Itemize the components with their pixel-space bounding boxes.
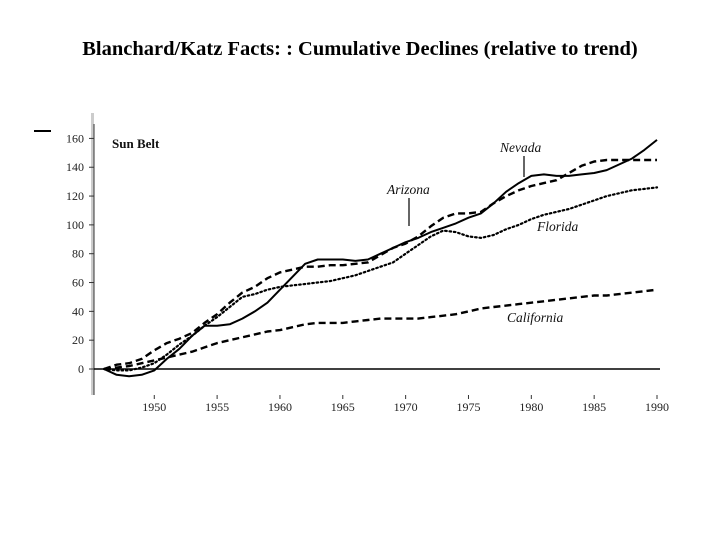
y-tick-label: 40	[72, 304, 84, 318]
series-line-arizona	[103, 158, 657, 371]
slide-title: Blanchard/Katz Facts: : Cumulative Decli…	[82, 38, 638, 60]
x-tick-label: 1965	[331, 400, 355, 414]
x-tick-label: 1975	[456, 400, 480, 414]
y-tick-label: 80	[72, 247, 84, 261]
x-tick-label: 1970	[394, 400, 418, 414]
y-tick-label: 160	[66, 131, 84, 145]
label-florida: Florida	[536, 219, 579, 234]
x-tick-label: 1990	[645, 400, 669, 414]
series-line-nevada	[103, 139, 658, 378]
y-tick-label: 20	[72, 333, 84, 347]
series-line-florida	[102, 186, 659, 372]
x-axis-ticks: 1950 1955 1960 1965 1970 1975 1980 1985 1990	[142, 395, 669, 414]
label-arizona: Arizona	[386, 182, 430, 197]
x-tick-label: 1980	[519, 400, 543, 414]
y-tick-label: 60	[72, 276, 84, 290]
y-tick-label: 140	[66, 160, 84, 174]
series-line-california	[103, 288, 658, 371]
series-lines	[102, 139, 659, 378]
x-tick-label: 1950	[142, 400, 166, 414]
y-tick-label: 0	[78, 362, 84, 376]
x-tick-label: 1985	[582, 400, 606, 414]
label-california: California	[507, 310, 564, 325]
y-tick-label: 120	[66, 189, 84, 203]
y-axis-ticks: 0 20 40 60 80 100 120 140 160	[66, 131, 94, 376]
x-tick-label: 1960	[268, 400, 292, 414]
x-tick-label: 1955	[205, 400, 229, 414]
panel-label: Sun Belt	[112, 136, 160, 151]
y-tick-label: 100	[66, 218, 84, 232]
label-nevada: Nevada	[499, 140, 541, 155]
